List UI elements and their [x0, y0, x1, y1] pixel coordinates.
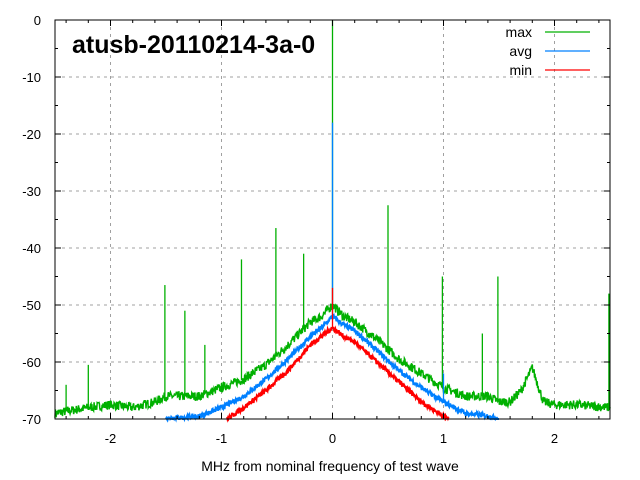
- grid: [55, 20, 610, 419]
- x-tick-label: 2: [551, 431, 558, 446]
- series-avg: [165, 122, 499, 423]
- chart-title: atusb-20110214-3a-0: [72, 31, 315, 59]
- y-tick-label: -70: [22, 412, 41, 427]
- legend-label-avg: avg: [509, 43, 532, 59]
- legend-label-min: min: [509, 62, 532, 78]
- y-tick-label: -20: [22, 127, 41, 142]
- series-line-min: [226, 325, 450, 423]
- y-tick-label: -60: [22, 355, 41, 370]
- y-tick-label: -50: [22, 298, 41, 313]
- x-tick-label: 1: [440, 431, 447, 446]
- y-tick-label: -40: [22, 241, 41, 256]
- series-group: [54, 20, 611, 423]
- y-tick-label: 0: [34, 13, 41, 28]
- x-tick-label: -2: [105, 431, 117, 446]
- y-tick-label: -30: [22, 184, 41, 199]
- legend: max avg min: [506, 24, 590, 78]
- axis-ticks: -2 -1 0 1 20-10-20-30-40-50-60-70: [22, 13, 610, 446]
- x-tick-label: -1: [216, 431, 228, 446]
- y-tick-label: -10: [22, 70, 41, 85]
- x-tick-label: 0: [329, 431, 336, 446]
- series-min: [226, 287, 450, 423]
- x-axis-label: MHz from nominal frequency of test wave: [201, 458, 459, 474]
- legend-label-max: max: [506, 24, 532, 40]
